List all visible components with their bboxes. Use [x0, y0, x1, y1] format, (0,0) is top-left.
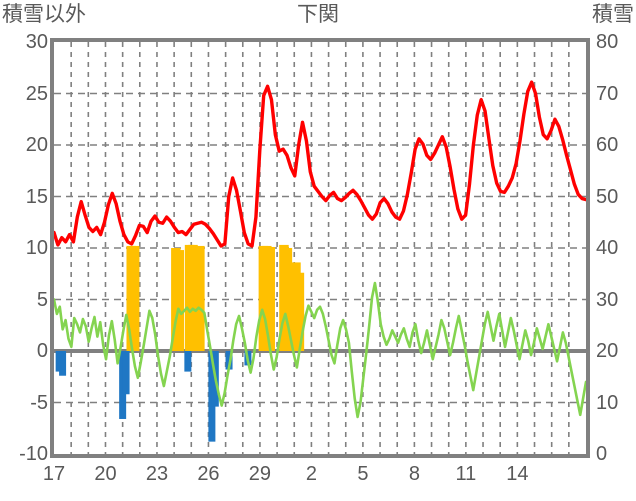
chart-title: 下関 — [297, 3, 339, 26]
gridlines — [54, 42, 586, 454]
left-axis-tick: 15 — [25, 185, 48, 208]
right-axis-tick: 50 — [596, 185, 619, 208]
noisy-green-line — [54, 281, 586, 419]
right-axis-tick: 60 — [596, 134, 619, 156]
chart-svg — [54, 42, 586, 454]
left-axis-tick: 10 — [25, 237, 48, 259]
left-axis-tick: 25 — [25, 82, 48, 105]
x-axis-tick: 29 — [248, 463, 272, 485]
left-axis-tick: 20 — [25, 134, 48, 156]
x-axis-tick: 26 — [197, 463, 220, 485]
x-axis-tick: 14 — [506, 463, 529, 485]
right-axis-tick: 20 — [596, 340, 619, 362]
blue-bar-group — [55, 351, 252, 442]
plot-area — [50, 38, 590, 458]
x-axis-tick: 8 — [408, 463, 420, 485]
right-axis-tick: 30 — [596, 288, 619, 311]
right-axis-tick: 40 — [596, 237, 619, 259]
left-axis-tick: 30 — [25, 31, 48, 53]
x-axis-tick: 20 — [94, 463, 117, 485]
snow-bar-group — [126, 244, 305, 351]
temperature-line — [54, 80, 586, 248]
right-axis-tick: 0 — [596, 443, 608, 465]
x-axis-tick: 2 — [305, 463, 317, 485]
left-axis-tick: -5 — [30, 391, 48, 414]
right-axis-tick: 80 — [596, 31, 619, 53]
x-axis-tick: 5 — [357, 463, 369, 485]
left-axis-tick: -10 — [19, 443, 48, 465]
x-axis-tick: 17 — [42, 463, 66, 485]
left-axis-tick: 5 — [36, 288, 48, 311]
right-axis-tick: 10 — [596, 391, 619, 414]
x-axis-tick: 23 — [145, 463, 169, 485]
x-axis-tick: 11 — [455, 463, 477, 485]
left-axis-tick: 0 — [36, 340, 48, 362]
right-axis-tick: 70 — [596, 82, 619, 105]
plot-canvas — [54, 42, 586, 454]
right-axis-title: 積雪 — [592, 3, 634, 26]
left-axis-title: 積雪以外 — [2, 3, 86, 26]
